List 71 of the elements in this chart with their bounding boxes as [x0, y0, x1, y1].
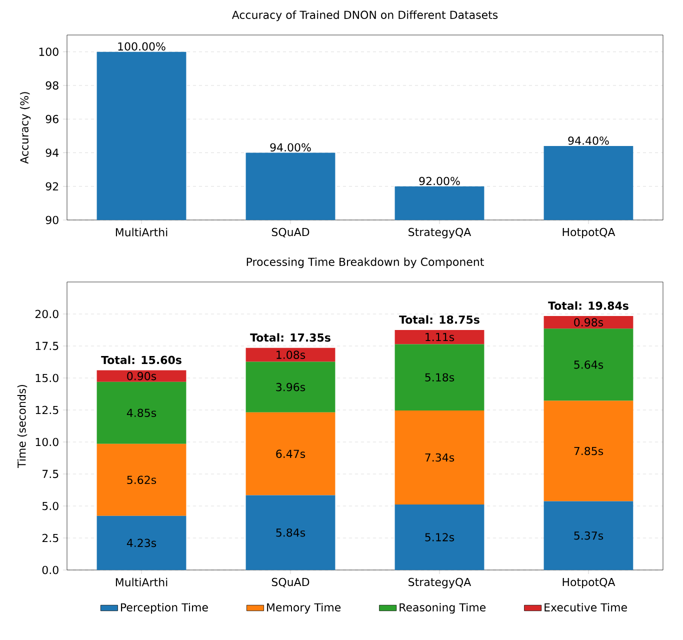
data-label: 5.12s	[425, 533, 454, 542]
total-label: Total: 17.35s	[250, 333, 330, 342]
bar	[96, 516, 186, 570]
y-tick-label: 2.5	[42, 534, 58, 542]
data-label: 100.00%	[118, 42, 166, 51]
data-label: 1.11s	[426, 333, 454, 342]
total-label: Total: 18.75s	[399, 315, 480, 324]
x-tick-label: MultiArthi	[116, 228, 168, 236]
bar	[96, 382, 186, 444]
x-tick-label: StrategyQA	[408, 578, 472, 588]
data-label: 94.00%	[270, 143, 311, 152]
data-label: 92.00%	[419, 176, 460, 186]
bar	[394, 410, 484, 504]
y-tick-label: 90	[46, 216, 58, 224]
y-tick-label: 12.5	[36, 406, 58, 414]
y-tick-label: 94	[46, 148, 59, 157]
data-label: 3.96s	[276, 382, 306, 392]
data-label: 5.37s	[574, 531, 604, 540]
x-tick-label: HotpotQA	[562, 228, 616, 238]
y-tick-label: 92	[46, 182, 58, 191]
bar	[394, 330, 484, 344]
bar	[96, 370, 186, 382]
legend-label: Memory Time	[267, 602, 341, 614]
y-tick-label: 7.5	[42, 470, 58, 478]
data-label: 5.18s	[425, 373, 454, 382]
data-label: 5.84s	[276, 528, 306, 537]
bar	[394, 504, 484, 570]
bar	[96, 444, 186, 516]
data-label: 4.23s	[126, 538, 156, 548]
x-tick-label: StrategyQA	[408, 228, 472, 238]
bar	[544, 328, 634, 401]
y-tick-label: 20.0	[35, 310, 58, 318]
x-tick-label: SQuAD	[272, 228, 310, 238]
data-label: 7.34s	[425, 453, 454, 462]
data-label: 6.47s	[276, 450, 306, 458]
bar	[544, 501, 634, 570]
legend-label: Perception Time	[121, 602, 208, 614]
data-label: 0.98s	[574, 318, 604, 326]
bar	[246, 362, 336, 412]
y-tick-label: 98	[46, 81, 58, 90]
bar	[544, 400, 634, 502]
bar	[246, 495, 336, 570]
y-tick-label: 5.0	[42, 502, 58, 510]
chart-title: Accuracy of Trained DNON on Different Datasets	[232, 10, 498, 22]
bar	[246, 412, 336, 496]
bar	[544, 316, 634, 329]
data-label: 5.64s	[574, 360, 604, 369]
data-label: 0.90s	[127, 372, 156, 380]
y-axis-title: Time (seconds)	[17, 384, 28, 468]
total-label: Total: 19.84s	[548, 301, 628, 310]
data-label: 94.40%	[568, 136, 609, 145]
legend-label: Reasoning Time	[400, 602, 486, 614]
y-tick-label: 17.5	[36, 342, 58, 350]
data-label: 7.85s	[574, 446, 604, 456]
data-label: 5.62s	[127, 476, 156, 484]
bar	[394, 344, 484, 410]
chart-title: Processing Time Breakdown by Component	[246, 257, 484, 268]
data-label: 4.85s	[126, 408, 156, 418]
y-axis-title: Accuracy (%)	[20, 92, 31, 164]
bar	[246, 348, 336, 362]
total-label: Total: 15.60s	[101, 356, 182, 364]
legend-label: Executive Time	[544, 602, 627, 612]
x-tick-label: HotpotQA	[562, 578, 616, 588]
x-tick-label: MultiArthi	[116, 578, 168, 586]
y-tick-label: 100	[39, 48, 58, 56]
y-tick-label: 0.0	[42, 566, 58, 574]
x-tick-label: SQuAD	[272, 578, 310, 588]
y-tick-label: 10.0	[36, 438, 58, 446]
data-label: 1.08s	[276, 350, 306, 359]
y-tick-label: 96	[46, 114, 58, 124]
y-tick-label: 15.0	[36, 374, 58, 382]
